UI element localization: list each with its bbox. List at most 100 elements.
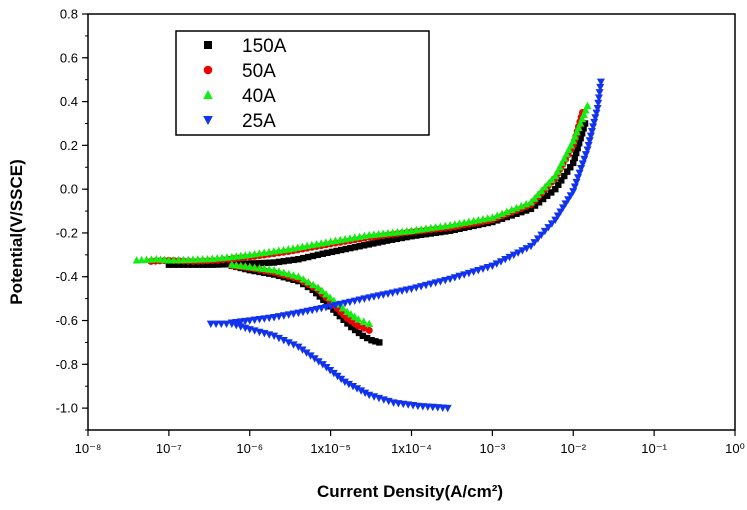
data-point [265,314,274,323]
data-point [543,192,551,199]
y-tick-label: -0.6 [56,313,78,328]
data-point [355,329,363,337]
data-point [345,298,354,307]
data-point [270,265,279,274]
x-tick-label: 1x10⁻⁴ [391,441,432,456]
data-point [374,292,383,300]
data-point [214,261,222,268]
data-point [333,309,340,317]
data-point [245,262,254,271]
x-tick-label: 10⁻⁶ [236,441,263,456]
data-point [581,106,590,114]
data-point [326,303,335,311]
data-point [261,259,268,267]
data-point [346,310,355,318]
data-point [431,279,440,287]
data-point [303,307,312,316]
data-point [578,114,587,123]
data-point [256,259,263,267]
data-point [518,208,525,216]
data-point [544,179,553,187]
data-point [284,311,293,319]
data-point [501,256,510,264]
data-point [517,201,526,210]
data-point [329,369,338,378]
data-point [260,264,269,273]
data-point [548,189,555,196]
data-point [316,293,324,300]
data-point [531,202,539,209]
data-point [537,186,546,195]
data-point [328,248,336,256]
data-point [361,389,370,397]
x-axis-title: Current Density(A/cm²) [317,482,503,501]
data-point [398,234,405,242]
data-point [370,240,377,247]
data-point [569,136,578,145]
data-point [294,343,303,351]
data-point [537,231,546,240]
data-point [274,334,283,343]
data-point [306,352,315,360]
data-point [512,203,521,212]
data-point [289,310,298,318]
data-point [576,119,585,127]
data-point [526,242,535,251]
data-point [350,312,359,321]
data-point [250,263,259,271]
x-tick-label: 10⁻² [560,441,586,456]
data-point [596,78,605,87]
data-point [347,244,354,252]
data-point [322,304,331,312]
data-point [317,304,326,313]
data-point [266,259,273,266]
data-point [578,130,586,137]
data-point [351,243,359,251]
data-point [398,287,407,295]
data-point [195,261,202,268]
data-point [270,332,279,341]
legend-marker [204,41,212,49]
data-point [348,383,357,391]
data-point [300,254,307,262]
data-point [591,114,600,122]
data-point [289,271,298,279]
legend-label: 40A [242,86,276,107]
legend-label: 150A [242,36,287,57]
data-point [209,261,217,268]
data-point [558,158,567,167]
data-point [340,316,347,323]
data-point [284,269,293,278]
data-point [295,256,302,263]
data-point [318,361,327,369]
data-point [518,247,527,255]
data-point [333,372,342,381]
data-point [357,387,366,395]
data-point [551,171,560,180]
x-tick-label: 1x10⁻⁵ [310,441,350,456]
data-point [488,262,497,270]
data-point [299,308,308,317]
data-point [417,231,425,239]
data-point [180,261,187,268]
data-point [567,141,576,149]
data-point [533,235,542,243]
data-point [594,94,603,102]
data-point [356,243,363,250]
data-point [274,313,283,321]
data-point [540,227,549,236]
data-point [353,385,362,393]
data-point [359,332,367,340]
data-point [280,257,288,265]
data-point [441,276,450,285]
data-point [279,312,288,320]
data-point [343,307,352,315]
data-point [412,284,421,292]
data-point [593,104,602,113]
data-point [421,281,430,290]
data-point [446,275,455,284]
data-point [324,249,331,257]
data-point [496,258,505,266]
y-axis-title: Potential(V/SSCE) [7,159,26,304]
x-tick-label: 10⁻⁷ [156,441,182,456]
